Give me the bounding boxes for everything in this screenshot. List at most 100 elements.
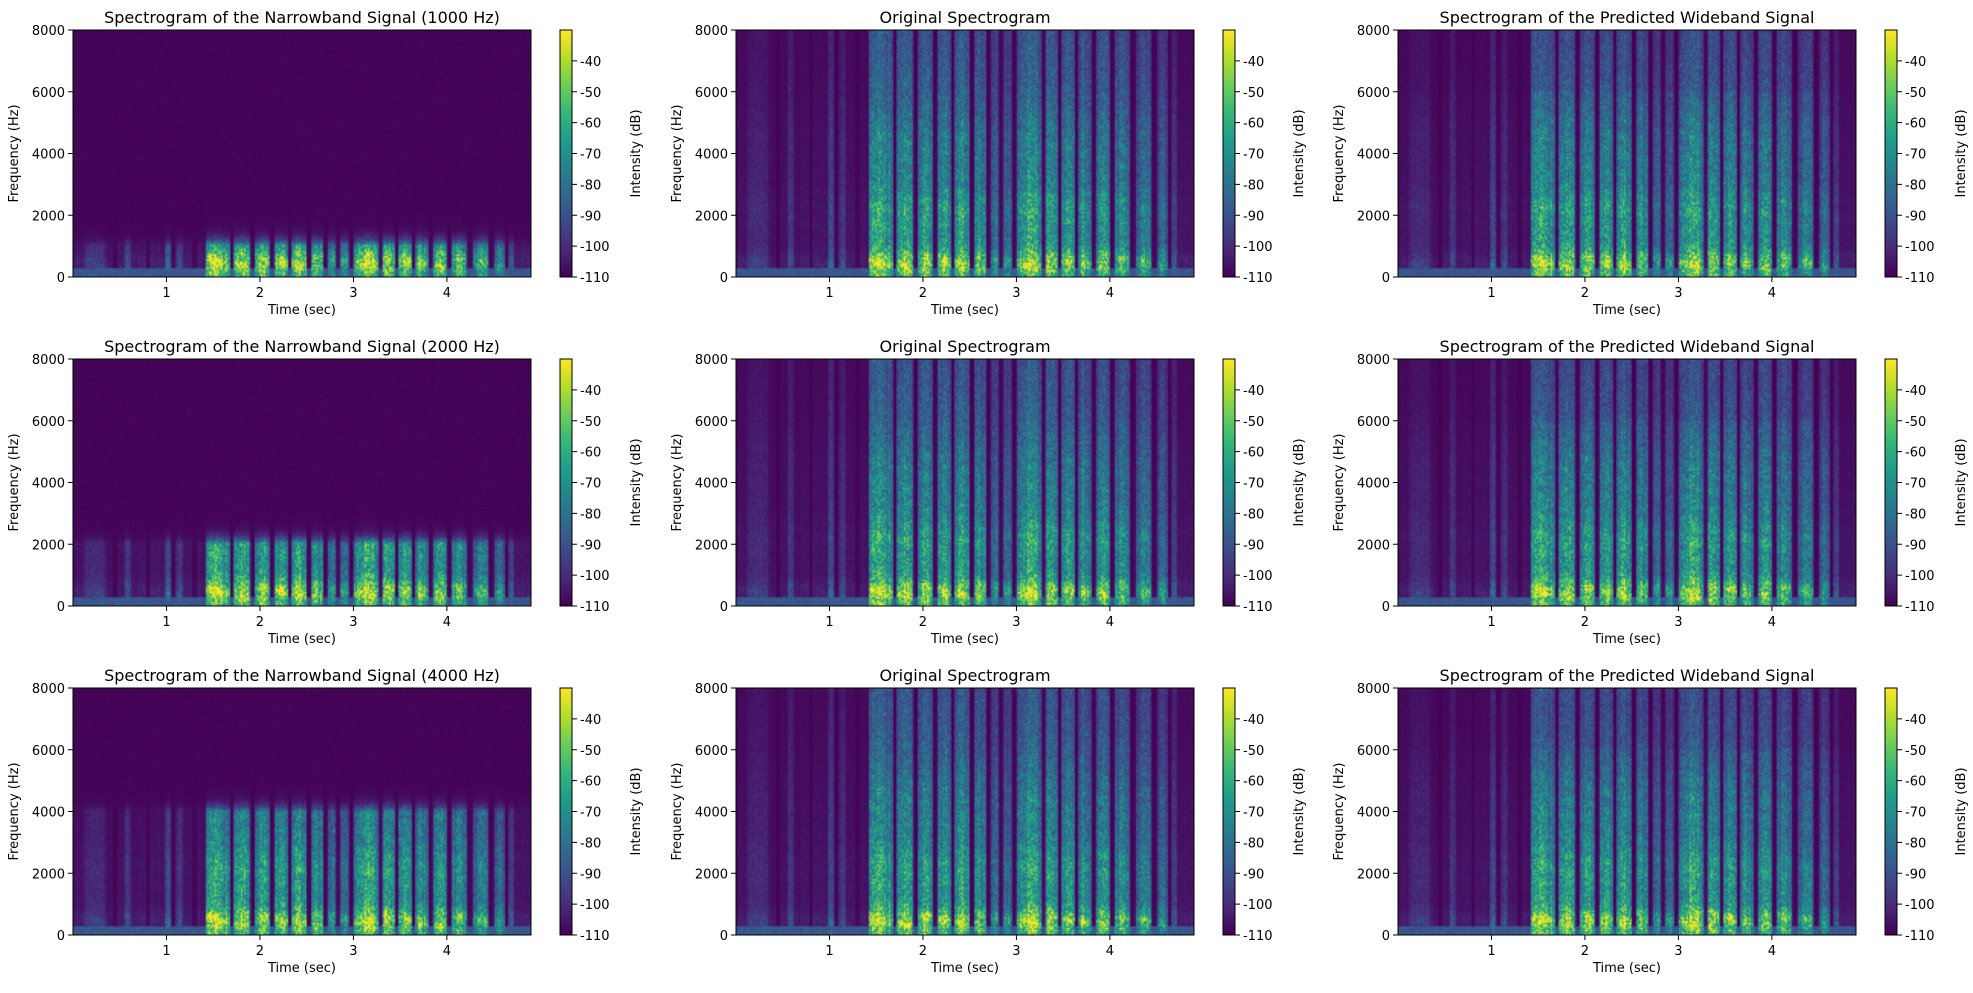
colorbar-tick-label: -50 — [580, 415, 601, 430]
y-tick-label: 0 — [57, 600, 65, 615]
colorbar-tick-label: -50 — [1243, 415, 1264, 430]
colorbar-tick-label: -80 — [1243, 507, 1264, 522]
colorbar-tick-label: -60 — [1243, 446, 1264, 461]
spectrogram-heatmap — [1398, 30, 1856, 277]
y-tick-label: 8000 — [695, 682, 728, 697]
colorbar-tick-label: -70 — [580, 148, 601, 163]
x-tick-label: 2 — [1581, 944, 1589, 959]
subplot-3-2: Original Spectrogram 1 2 3 4 0 2000 4000 6000 800… — [670, 666, 1307, 976]
colorbar-tick-label: -90 — [1243, 209, 1264, 224]
colorbar — [1222, 358, 1236, 607]
x-tick-label: 3 — [1012, 286, 1020, 301]
x-tick-label: 1 — [1487, 615, 1495, 630]
subplot-1-3: Spectrogram of the Predicted Wideband Si… — [1332, 8, 1969, 318]
x-tick-label: 3 — [349, 286, 357, 301]
x-tick-label: 3 — [349, 615, 357, 630]
colorbar-tick-label: -100 — [1905, 898, 1935, 913]
y-tick-label: 4000 — [1357, 477, 1390, 492]
y-tick-label: 2000 — [695, 209, 728, 224]
chart-title: Original Spectrogram — [879, 8, 1050, 27]
colorbar-label: Intensity (dB) — [1954, 438, 1969, 526]
x-tick-label: 2 — [1581, 286, 1589, 301]
x-tick-label: 1 — [1487, 944, 1495, 959]
colorbar-tick-label: -110 — [1905, 929, 1935, 944]
x-axis-label: Time (sec) — [267, 632, 336, 647]
colorbar-tick-label: -70 — [1243, 477, 1264, 492]
y-tick-label: 2000 — [1357, 538, 1390, 553]
x-tick-label: 1 — [162, 286, 170, 301]
y-tick-label: 6000 — [1357, 86, 1390, 101]
colorbar-tick-label: -90 — [1905, 538, 1926, 553]
y-tick-label: 6000 — [695, 744, 728, 759]
x-tick-label: 2 — [919, 615, 927, 630]
x-tick-label: 4 — [443, 944, 451, 959]
colorbar-label: Intensity (dB) — [1292, 767, 1307, 855]
colorbar-tick-label: -110 — [1905, 271, 1935, 286]
x-axis-label: Time (sec) — [1592, 303, 1661, 318]
y-tick-label: 6000 — [32, 86, 65, 101]
colorbar-tick-label: -100 — [1243, 569, 1273, 584]
colorbar-tick-label: -50 — [1905, 415, 1926, 430]
spectrogram-heatmap — [736, 688, 1194, 935]
colorbar-tick-label: -100 — [580, 240, 610, 255]
colorbar-tick-label: -100 — [1243, 240, 1273, 255]
chart-title: Spectrogram of the Predicted Wideband Si… — [1440, 337, 1815, 356]
colorbar-tick-label: -50 — [1905, 86, 1926, 101]
colorbar-tick-label: -110 — [580, 271, 610, 286]
chart-title: Spectrogram of the Narrowband Signal (20… — [104, 337, 500, 356]
colorbar-tick-label: -50 — [1243, 86, 1264, 101]
colorbar — [1222, 687, 1236, 936]
x-tick-label: 4 — [1768, 944, 1776, 959]
x-axis-label: Time (sec) — [1592, 632, 1661, 647]
y-tick-label: 2000 — [695, 867, 728, 882]
colorbar-tick-label: -60 — [1243, 117, 1264, 132]
x-tick-label: 3 — [1674, 286, 1682, 301]
y-tick-label: 6000 — [32, 415, 65, 430]
y-tick-label: 2000 — [32, 209, 65, 224]
colorbar-tick-label: -90 — [580, 538, 601, 553]
x-axis-label: Time (sec) — [930, 303, 999, 318]
y-tick-label: 8000 — [32, 24, 65, 39]
y-axis-label: Frequency (Hz) — [670, 104, 685, 202]
x-tick-label: 3 — [1012, 615, 1020, 630]
colorbar-tick-label: -80 — [1243, 178, 1264, 193]
chart-title: Spectrogram of the Narrowband Signal (10… — [104, 8, 500, 27]
colorbar — [559, 29, 573, 278]
spectrogram-heatmap — [73, 688, 531, 935]
colorbar-tick-label: -90 — [1905, 209, 1926, 224]
colorbar-tick-label: -80 — [1905, 836, 1926, 851]
colorbar — [1884, 29, 1898, 278]
colorbar-tick-label: -100 — [1905, 240, 1935, 255]
x-axis-label: Time (sec) — [930, 632, 999, 647]
colorbar-tick-label: -80 — [1243, 836, 1264, 851]
colorbar-label: Intensity (dB) — [1292, 438, 1307, 526]
x-tick-label: 4 — [1768, 615, 1776, 630]
colorbar-tick-label: -40 — [1905, 384, 1926, 399]
x-tick-label: 2 — [1581, 615, 1589, 630]
spectrogram-heatmap — [73, 359, 531, 606]
colorbar — [559, 687, 573, 936]
colorbar-tick-label: -70 — [1905, 806, 1926, 821]
colorbar-tick-label: -110 — [580, 600, 610, 615]
y-axis-label: Frequency (Hz) — [7, 433, 22, 531]
colorbar-tick-label: -60 — [1243, 775, 1264, 790]
y-axis-label: Frequency (Hz) — [1332, 104, 1347, 202]
y-tick-label: 0 — [1382, 271, 1390, 286]
x-tick-label: 4 — [1106, 615, 1114, 630]
y-axis-label: Frequency (Hz) — [7, 762, 22, 860]
colorbar-tick-label: -80 — [1905, 507, 1926, 522]
colorbar-tick-label: -40 — [1243, 713, 1264, 728]
colorbar-tick-label: -70 — [580, 806, 601, 821]
subplot-2-2: Original Spectrogram 1 2 3 4 0 2000 4000 6000 800… — [670, 337, 1307, 647]
colorbar-tick-label: -70 — [1243, 148, 1264, 163]
colorbar — [1884, 358, 1898, 607]
x-tick-label: 1 — [825, 286, 833, 301]
x-tick-label: 1 — [162, 615, 170, 630]
y-axis-label: Frequency (Hz) — [7, 104, 22, 202]
y-tick-label: 8000 — [32, 682, 65, 697]
subplot-1-1: Spectrogram of the Narrowband Signal (10… — [7, 8, 644, 318]
x-tick-label: 3 — [1674, 615, 1682, 630]
colorbar-tick-label: -60 — [580, 446, 601, 461]
y-tick-label: 0 — [57, 929, 65, 944]
x-axis-label: Time (sec) — [267, 961, 336, 976]
